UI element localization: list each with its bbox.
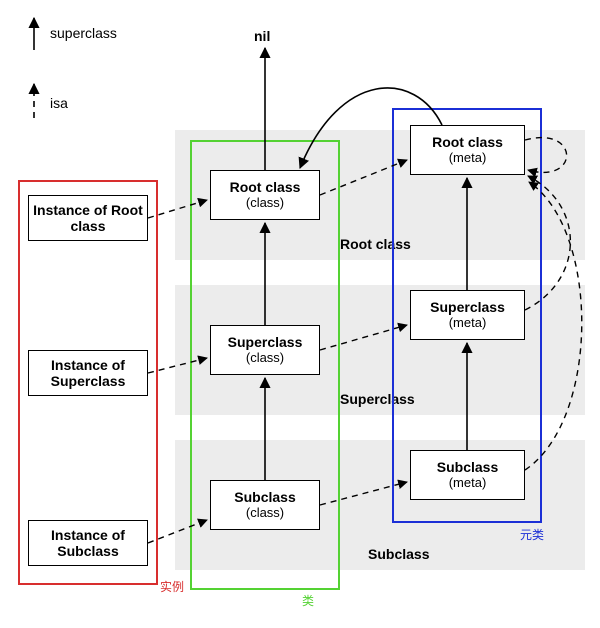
node-title: Root class <box>230 179 301 195</box>
node-title: Superclass <box>430 299 505 315</box>
node-subtitle: (class) <box>246 506 284 521</box>
node-meta-super: Superclass (meta) <box>410 290 525 340</box>
node-cls-sub: Subclass (class) <box>210 480 320 530</box>
caption-classes: 类 <box>302 592 314 609</box>
node-inst-super: Instance of Superclass <box>28 350 148 396</box>
node-meta-sub: Subclass (meta) <box>410 450 525 500</box>
node-meta-root: Root class (meta) <box>410 125 525 175</box>
band-sub-label: Subclass <box>368 546 429 562</box>
node-title: Root class <box>432 134 503 150</box>
diagram-canvas: Root class Superclass Subclass Instance … <box>0 0 600 628</box>
node-inst-root: Instance of Root class <box>28 195 148 241</box>
node-subtitle: (class) <box>246 351 284 366</box>
node-subtitle: (meta) <box>449 151 487 166</box>
node-title: Instance of Superclass <box>33 357 143 389</box>
caption-metas: 元类 <box>520 526 544 543</box>
node-title: Instance of Root class <box>33 202 143 234</box>
nil-label: nil <box>254 28 270 44</box>
node-title: Superclass <box>228 334 303 350</box>
node-subtitle: (meta) <box>449 316 487 331</box>
legend-isa-label: isa <box>50 95 68 111</box>
node-title: Instance of Subclass <box>33 527 143 559</box>
node-cls-super: Superclass (class) <box>210 325 320 375</box>
node-title: Subclass <box>234 489 295 505</box>
legend-superclass-label: superclass <box>50 25 117 41</box>
node-title: Subclass <box>437 459 498 475</box>
node-inst-sub: Instance of Subclass <box>28 520 148 566</box>
node-subtitle: (meta) <box>449 476 487 491</box>
caption-instances: 实例 <box>160 578 184 595</box>
node-cls-root: Root class (class) <box>210 170 320 220</box>
node-subtitle: (class) <box>246 196 284 211</box>
